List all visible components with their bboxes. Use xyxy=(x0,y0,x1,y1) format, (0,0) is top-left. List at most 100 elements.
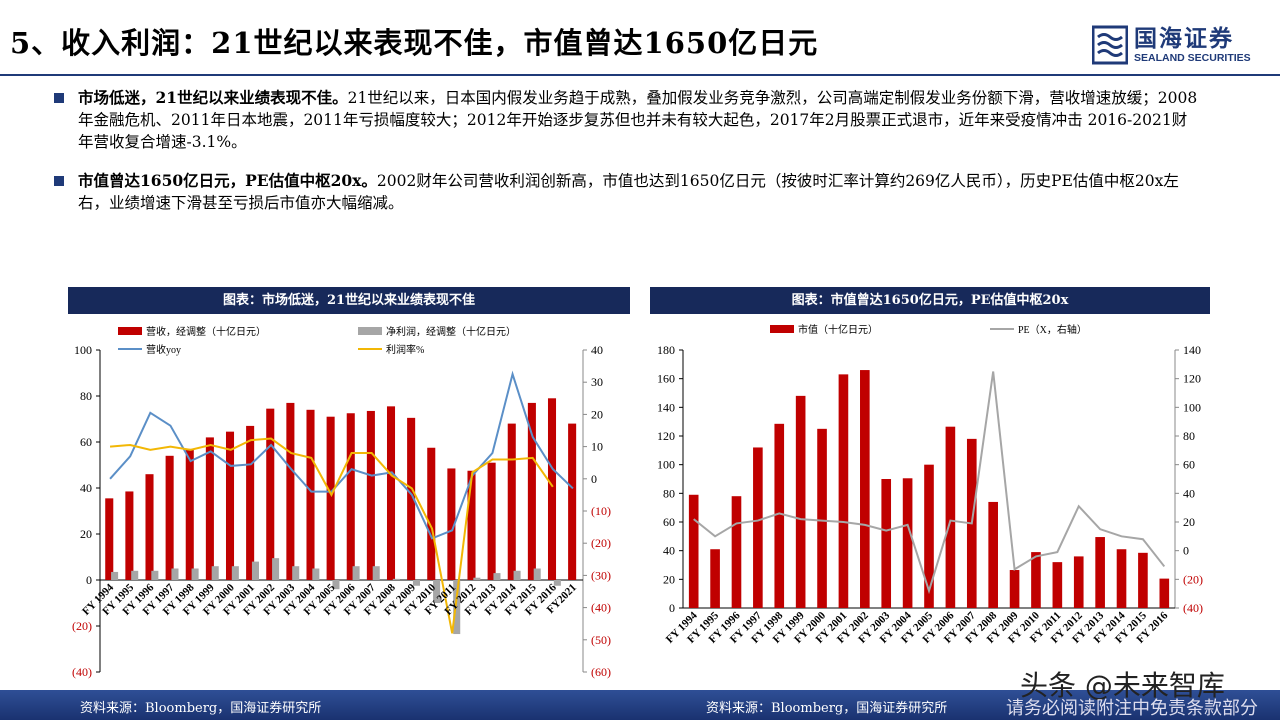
bullet-1: 市场低迷，21世纪以来业绩表现不佳。21世纪以来，日本国内假发业务趋于成熟，叠加… xyxy=(50,87,1200,153)
footer-bar: 资料来源：Bloomberg，国海证券研究所 资料来源：Bloomberg，国海… xyxy=(0,690,1280,720)
y2-tick-label: (40) xyxy=(1183,601,1203,615)
y2-tick-label: (20) xyxy=(591,536,611,550)
bar-1 xyxy=(547,398,557,580)
y-tick-label: 100 xyxy=(74,343,92,357)
legend-label: PE（X，右轴） xyxy=(1018,323,1087,336)
y2-tick-label: 80 xyxy=(1183,429,1195,443)
legend-label: 营收yoy xyxy=(146,343,181,356)
bar-1 xyxy=(1073,556,1084,608)
bar-2 xyxy=(211,566,219,580)
company-logo: 国海证券 SEALAND SECURITIES xyxy=(1092,22,1272,68)
bar-2 xyxy=(292,566,300,580)
y-tick-label: 60 xyxy=(80,435,92,449)
bar-2 xyxy=(332,580,340,590)
legend-label: 市值（十亿日元） xyxy=(798,323,878,336)
y-tick-label: 100 xyxy=(657,458,675,472)
bar-1 xyxy=(902,478,913,608)
bar-1 xyxy=(326,416,335,580)
y2-tick-label: (10) xyxy=(591,504,611,518)
bar-1 xyxy=(710,549,720,608)
legend-swatch xyxy=(358,327,382,335)
bar-2 xyxy=(231,566,239,580)
legend-swatch xyxy=(770,325,794,333)
bar-1 xyxy=(205,437,214,580)
bar-1 xyxy=(246,425,255,580)
bar-2 xyxy=(453,580,461,635)
bar-1 xyxy=(346,413,355,580)
y-tick-label: 0 xyxy=(669,601,675,615)
y2-tick-label: 0 xyxy=(591,472,597,486)
bar-1 xyxy=(731,496,742,608)
bar-1 xyxy=(125,491,134,580)
bar-1 xyxy=(286,402,295,580)
y2-tick-label: 0 xyxy=(1183,544,1189,558)
bar-2 xyxy=(131,570,139,580)
bar-2 xyxy=(412,580,420,586)
y-tick-label: 120 xyxy=(657,429,675,443)
bar-2 xyxy=(433,580,441,603)
chart-2-title: 图表：市值曾达1650亿日元，PE估值中枢20x xyxy=(650,287,1210,314)
bar-2 xyxy=(493,573,501,580)
bar-1 xyxy=(1095,537,1105,608)
bar-1 xyxy=(507,423,516,580)
bar-1 xyxy=(817,428,827,608)
bar-1 xyxy=(165,455,174,580)
bar-1 xyxy=(881,479,892,608)
bar-1 xyxy=(185,448,194,580)
bar-1 xyxy=(1052,562,1063,608)
bar-2 xyxy=(392,578,400,580)
bar-1 xyxy=(427,447,436,580)
bar-1 xyxy=(467,470,476,580)
y2-tick-label: 140 xyxy=(1183,343,1201,357)
disclaimer: 请务必阅读附注中免责条款部分 xyxy=(1006,698,1258,719)
y-tick-label: 20 xyxy=(80,527,92,541)
y-tick-label: 80 xyxy=(663,486,675,500)
y2-tick-label: 30 xyxy=(591,375,603,389)
bullet-lead: 市值曾达1650亿日元，PE估值中枢20x。 xyxy=(78,171,377,190)
y2-tick-label: 10 xyxy=(591,440,603,454)
bar-1 xyxy=(860,370,870,608)
bar-1 xyxy=(568,423,577,580)
y2-tick-label: 120 xyxy=(1183,372,1201,386)
sealand-logo-icon xyxy=(1092,25,1128,65)
bar-2 xyxy=(272,558,280,580)
bar-1 xyxy=(105,498,114,580)
bar-2 xyxy=(352,566,360,580)
y-tick-label: 160 xyxy=(657,372,675,386)
y-tick-label: 0 xyxy=(86,573,92,587)
logo-en: SEALAND SECURITIES xyxy=(1134,52,1251,64)
bar-2 xyxy=(473,577,481,580)
bar-1 xyxy=(1009,570,1020,608)
legend-label: 营收，经调整（十亿日元） xyxy=(146,325,266,338)
bar-2 xyxy=(111,571,119,580)
y2-tick-label: (60) xyxy=(591,665,611,679)
bar-1 xyxy=(487,462,496,580)
bar-1 xyxy=(774,423,785,608)
bar-1 xyxy=(1031,552,1041,608)
bar-1 xyxy=(225,431,235,580)
bar-1 xyxy=(1116,549,1127,608)
bar-1 xyxy=(407,417,416,580)
y2-tick-label: 20 xyxy=(1183,515,1195,529)
bar-1 xyxy=(945,426,956,608)
y2-tick-label: 60 xyxy=(1183,458,1195,472)
bar-1 xyxy=(145,474,154,580)
bullet-square-icon xyxy=(54,176,64,186)
bar-1 xyxy=(386,406,396,580)
y-tick-label: 60 xyxy=(663,515,675,529)
y-tick-label: 40 xyxy=(80,481,92,495)
header-divider xyxy=(0,74,1280,76)
y2-tick-label: (40) xyxy=(591,601,611,615)
y2-tick-label: 100 xyxy=(1183,400,1201,414)
bar-1 xyxy=(266,408,275,580)
y-tick-label: 180 xyxy=(657,343,675,357)
source-left: 资料来源：Bloomberg，国海证券研究所 xyxy=(80,701,322,716)
y2-tick-label: 20 xyxy=(591,407,603,421)
bar-2 xyxy=(513,570,521,580)
bar-1 xyxy=(688,494,699,608)
logo-cn: 国海证券 xyxy=(1134,26,1234,52)
bullet-square-icon xyxy=(54,93,64,103)
chart-revenue-profit: (40)(20)020406080100(60)(50)(40)(30)(20)… xyxy=(72,325,611,679)
bar-2 xyxy=(251,561,259,580)
bar-1 xyxy=(306,409,315,580)
